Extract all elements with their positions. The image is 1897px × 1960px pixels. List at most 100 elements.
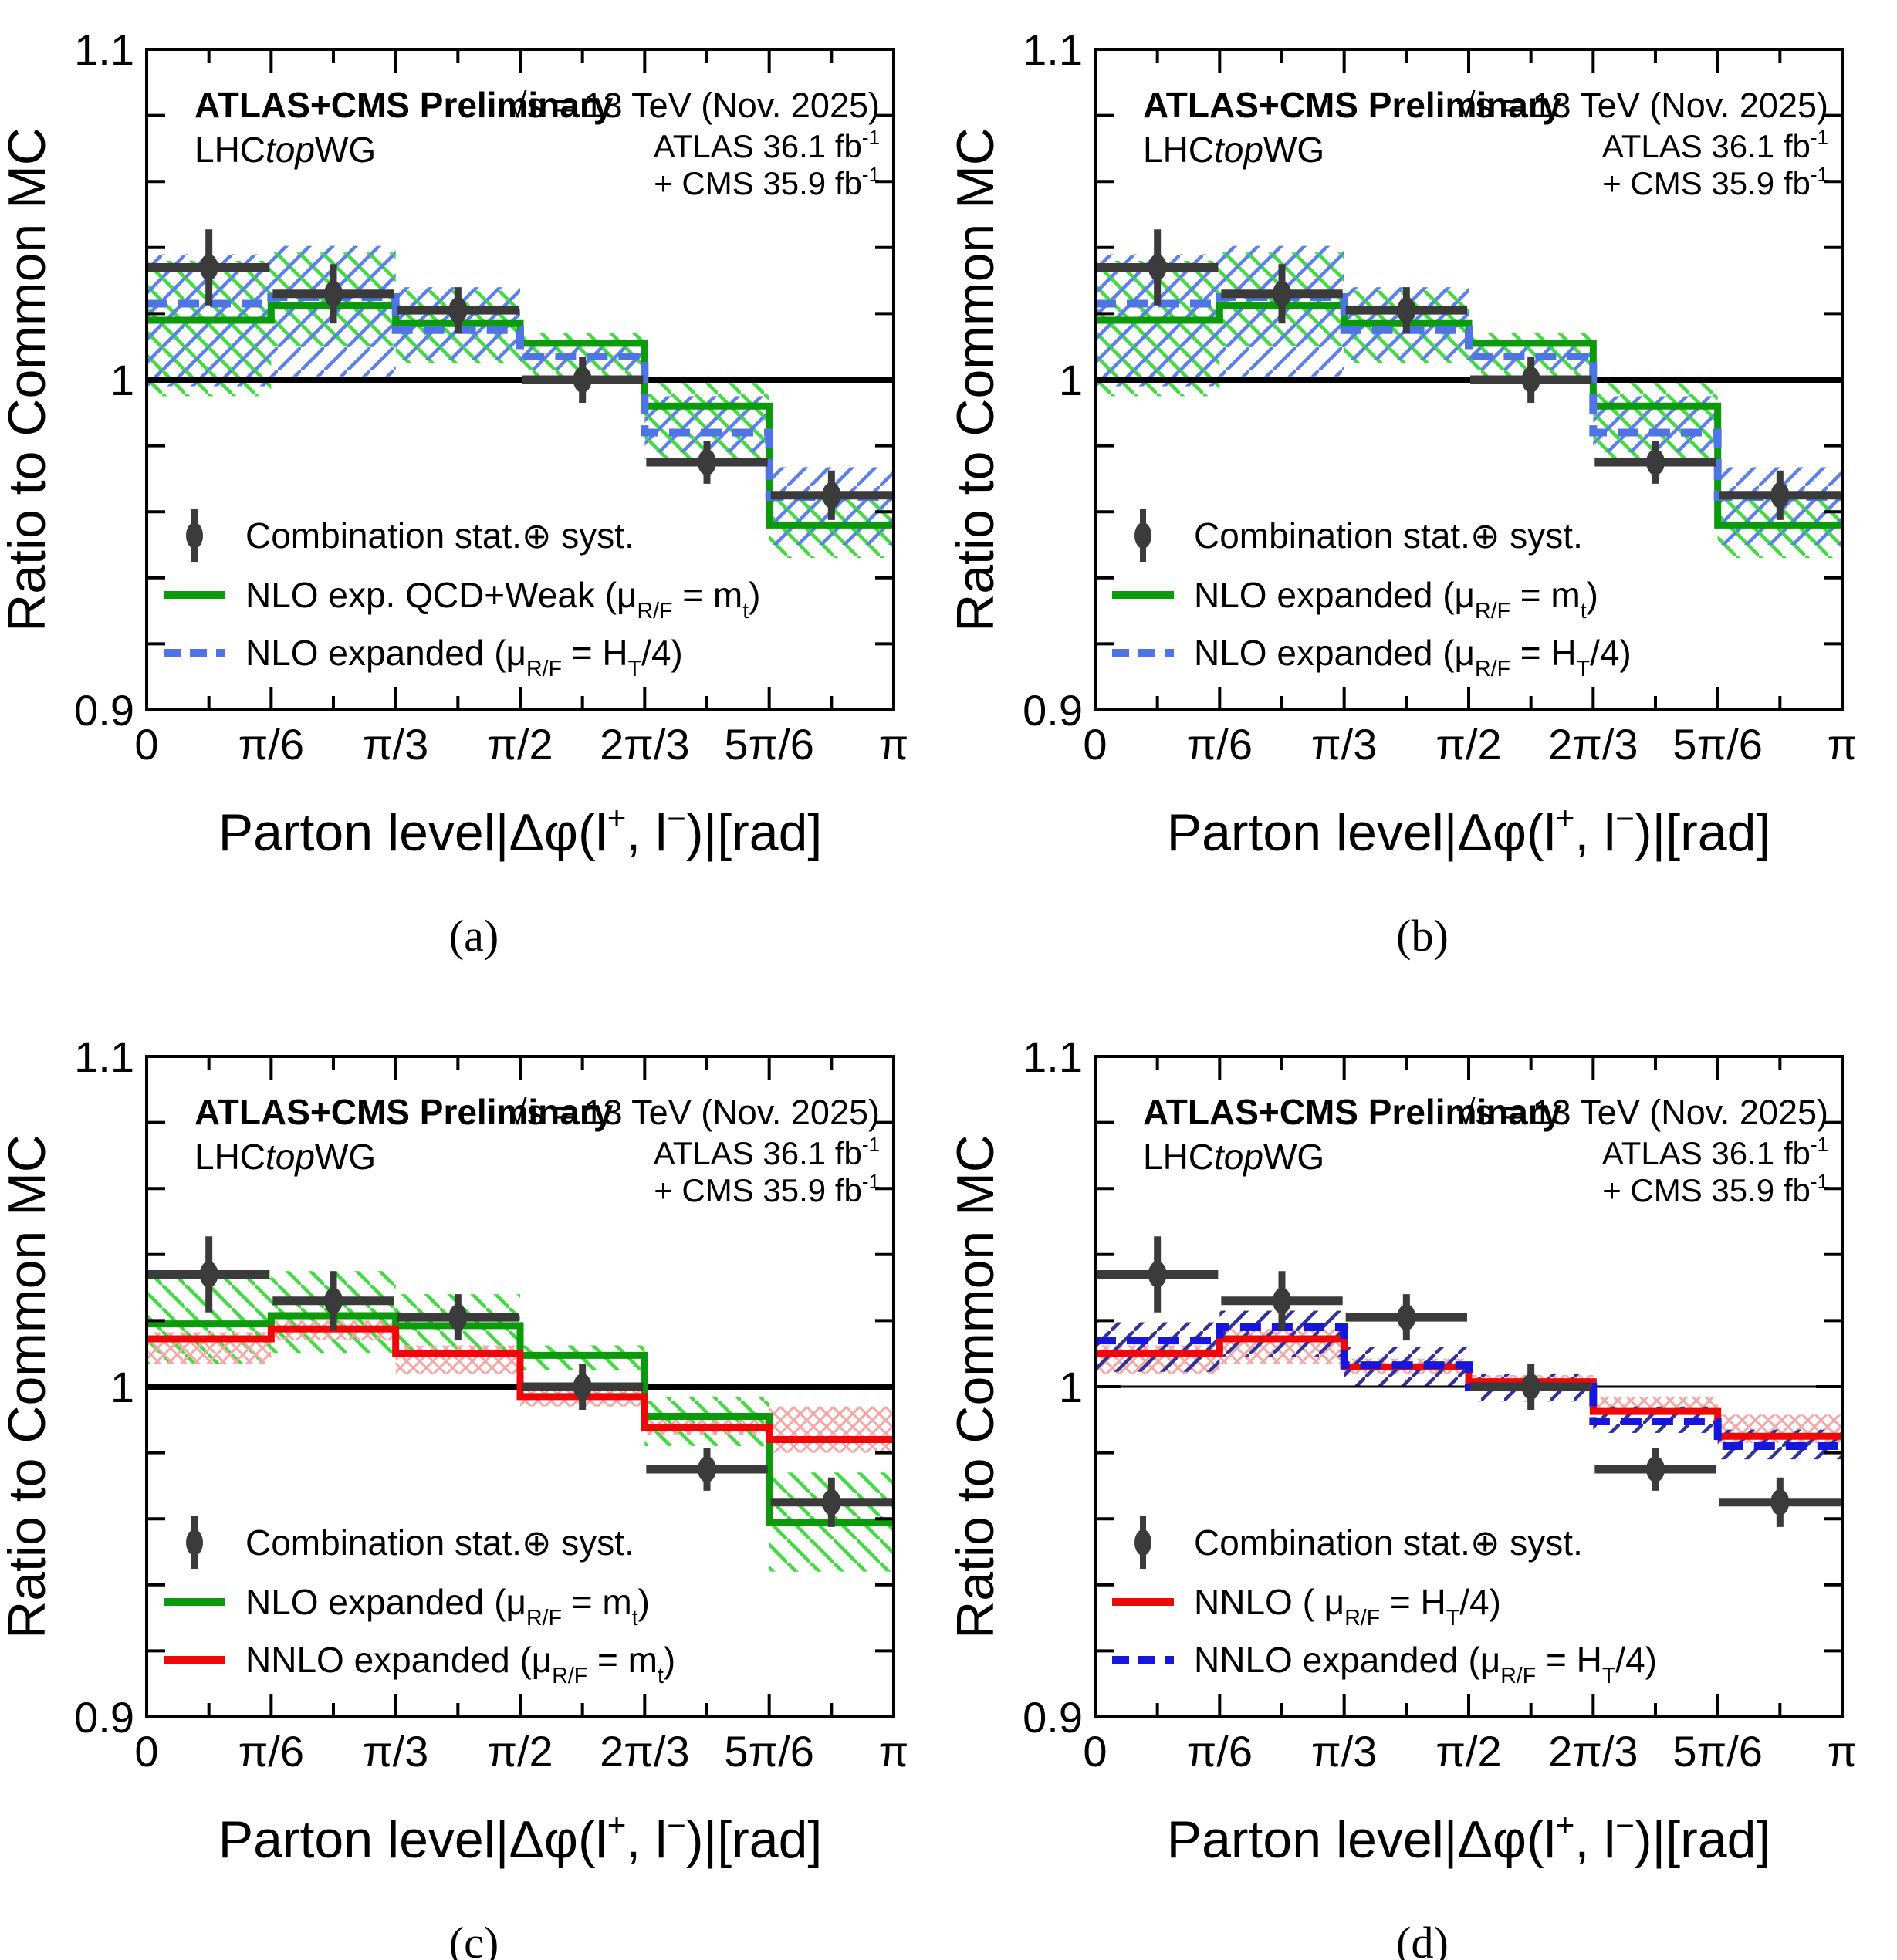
data-marker	[1273, 280, 1291, 307]
y-axis-title: Ratio to Common MC	[946, 1134, 1005, 1639]
curve-b-series1	[1095, 293, 1842, 501]
data-marker	[1397, 297, 1416, 324]
x-tick-label: 5π/6	[1672, 720, 1762, 769]
legend-label-combination: Combination stat.⊕ syst.	[1194, 515, 1583, 556]
legend: Combination stat.⊕ syst. NLO expanded (μR…	[164, 1516, 675, 1688]
data-marker	[199, 254, 218, 281]
ratio-plot-a: 0 π/6 π/3 π/2 2π/3 5π/6 π 0.9 1 1.1 Parton level|Δ…	[0, 25, 908, 961]
panel-c: 0 π/6 π/3 π/2 2π/3 5π/6 π 0.9 1 1.1 Parton level|Δ…	[0, 1007, 948, 1960]
data-marker	[324, 1287, 343, 1314]
experiment-label: ATLAS+CMS Preliminary	[194, 85, 614, 125]
x-tick-label: π/3	[1311, 720, 1377, 769]
data-points	[1097, 1236, 1841, 1527]
y-tick-label: 0.9	[1023, 1693, 1083, 1742]
atlas-lumi-label: ATLAS 36.1 fb-1	[654, 1133, 880, 1171]
sqrt-s-label: √s = 13 TeV (Nov. 2025)	[508, 86, 880, 125]
curve-c-series1	[147, 1325, 894, 1443]
legend: Combination stat.⊕ syst. NNLO ( μR/F = HT…	[1112, 1516, 1657, 1688]
x-tick-label: π/3	[363, 1727, 428, 1776]
x-axis-title: Parton level|Δφ(l+, l−)|[rad]	[218, 1807, 823, 1869]
data-marker	[1273, 1287, 1291, 1314]
cms-lumi-label: + CMS 35.9 fb-1	[654, 163, 880, 201]
x-tick-label: π	[1828, 720, 1858, 769]
legend-label-series1: NLO expanded (μR/F = HT/4)	[245, 633, 683, 681]
legend-marker-icon	[1134, 1529, 1151, 1556]
legend-label-combination: Combination stat.⊕ syst.	[245, 1522, 634, 1563]
x-tick-label: π/2	[1435, 720, 1501, 769]
data-marker	[698, 1456, 716, 1482]
panel-caption: (b)	[1396, 911, 1449, 961]
legend-marker-icon	[186, 1529, 203, 1556]
panel-caption: (a)	[449, 911, 499, 961]
legend-marker-icon	[186, 522, 203, 549]
x-tick-label: π	[1828, 1727, 1858, 1776]
data-marker	[448, 297, 468, 324]
data-points	[148, 229, 892, 520]
y-tick-label: 1.1	[1023, 25, 1083, 74]
legend-marker-icon	[1134, 522, 1151, 549]
experiment-label: ATLAS+CMS Preliminary	[1143, 1092, 1562, 1132]
x-tick-label: π/6	[238, 1727, 304, 1776]
data-marker	[698, 449, 716, 475]
ratio-plot-b: 0 π/6 π/3 π/2 2π/3 5π/6 π 0.9 1 1.1 Parton level|Δ…	[946, 25, 1858, 961]
data-points	[1097, 229, 1841, 520]
working-group-label: LHCtopWG	[194, 1137, 376, 1177]
legend-label-series0: NNLO ( μR/F = HT/4)	[1194, 1582, 1501, 1631]
y-tick-label: 0.9	[74, 1693, 134, 1742]
y-axis-title: Ratio to Common MC	[0, 127, 56, 632]
y-tick-label: 1	[110, 1363, 134, 1411]
data-marker	[822, 482, 841, 509]
curve-d-series0	[1095, 1335, 1842, 1440]
panel-b: 0 π/6 π/3 π/2 2π/3 5π/6 π 0.9 1 1.1 Parton level|Δ…	[946, 0, 1897, 1007]
x-axis-title: Parton level|Δφ(l+, l−)|[rad]	[1167, 800, 1771, 862]
sqrt-s-label: √s = 13 TeV (Nov. 2025)	[508, 1093, 880, 1132]
data-marker	[1521, 367, 1540, 393]
panel-caption: (c)	[449, 1918, 499, 1960]
panel-a: 0 π/6 π/3 π/2 2π/3 5π/6 π 0.9 1 1.1 Parton level|Δ…	[0, 0, 948, 1007]
atlas-lumi-label: ATLAS 36.1 fb-1	[654, 126, 880, 164]
data-marker	[1646, 449, 1665, 475]
x-tick-label: 5π/6	[724, 1727, 813, 1776]
data-marker	[1521, 1374, 1540, 1400]
experiment-label: ATLAS+CMS Preliminary	[1143, 85, 1562, 125]
data-marker	[1770, 1489, 1790, 1516]
working-group-label: LHCtopWG	[194, 130, 376, 170]
x-tick-label: 0	[1083, 1727, 1107, 1776]
x-tick-label: 2π/3	[600, 720, 689, 769]
uncertainty-bands	[147, 245, 894, 559]
x-tick-label: 2π/3	[600, 1727, 689, 1776]
curve-a-series1	[147, 293, 894, 501]
data-marker	[1770, 482, 1790, 509]
y-axis-title: Ratio to Common MC	[0, 1134, 56, 1639]
data-points	[148, 1236, 892, 1527]
data-marker	[573, 1374, 592, 1400]
legend-label-series1: NNLO expanded (μR/F = mt)	[245, 1640, 675, 1688]
legend-label-series1: NLO expanded (μR/F = HT/4)	[1194, 633, 1632, 681]
legend: Combination stat.⊕ syst. NLO exp. QCD+Wea…	[164, 509, 760, 681]
x-tick-label: 5π/6	[724, 720, 813, 769]
x-axis-title: Parton level|Δφ(l+, l−)|[rad]	[1167, 1807, 1771, 1869]
cms-lumi-label: + CMS 35.9 fb-1	[654, 1170, 880, 1208]
data-marker	[1646, 1456, 1665, 1482]
data-marker	[1148, 1261, 1167, 1288]
y-tick-label: 1	[110, 356, 134, 404]
y-axis-title: Ratio to Common MC	[946, 127, 1005, 632]
axis-ticks	[145, 1055, 895, 1718]
x-tick-label: π/2	[487, 720, 553, 769]
y-tick-label: 1.1	[74, 25, 134, 74]
y-tick-label: 1	[1059, 356, 1083, 404]
axis-ticks	[145, 48, 895, 711]
experiment-label: ATLAS+CMS Preliminary	[194, 1092, 614, 1132]
band-d-series1-bin0	[1095, 1322, 1220, 1372]
band-c-series1-bin2	[395, 1345, 520, 1374]
x-tick-label: π/3	[1311, 1727, 1377, 1776]
curve-d-series1	[1095, 1323, 1842, 1451]
y-tick-label: 1	[1059, 1363, 1083, 1411]
data-marker	[199, 1261, 218, 1288]
legend-label-combination: Combination stat.⊕ syst.	[1194, 1522, 1583, 1563]
x-tick-label: π	[879, 1727, 909, 1776]
working-group-label: LHCtopWG	[1143, 130, 1324, 170]
legend-label-series0: NLO exp. QCD+Weak (μR/F = mt)	[245, 575, 760, 623]
panel-caption: (d)	[1396, 1918, 1449, 1960]
